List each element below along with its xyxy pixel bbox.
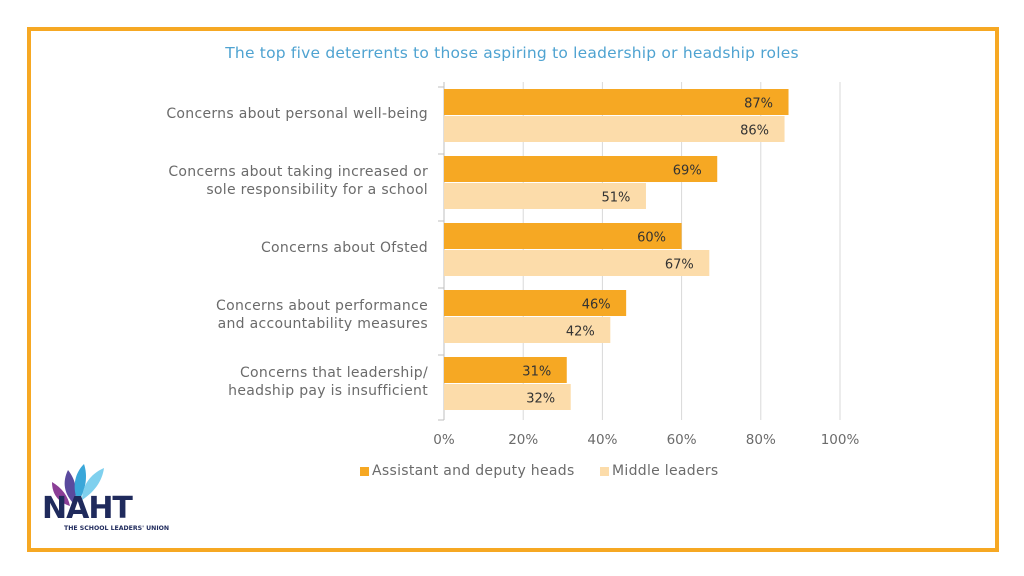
category-label-line: Concerns about taking increased or bbox=[168, 164, 428, 180]
x-tick-label-20: 20% bbox=[508, 432, 538, 448]
data-label-2-1: 51% bbox=[602, 191, 631, 206]
bar-1-0 bbox=[444, 89, 789, 115]
bar-2-0 bbox=[444, 116, 785, 142]
logo-petal-lightblue bbox=[82, 468, 104, 500]
legend-swatch-series-1 bbox=[360, 467, 369, 476]
logo-petal-magenta bbox=[52, 482, 70, 506]
data-label-1-1: 69% bbox=[673, 164, 702, 179]
x-tick-label-0: 0% bbox=[433, 432, 455, 448]
x-tick-label-100: 100% bbox=[821, 432, 860, 448]
x-tick-label-60: 60% bbox=[667, 432, 697, 448]
bar-2-3 bbox=[444, 317, 611, 343]
category-label-2: Concerns about Ofsted bbox=[261, 239, 428, 257]
legend-label-series-1: Assistant and deputy heads bbox=[372, 463, 575, 479]
naht-logo: NAHT THE SCHOOL LEADERS' UNION bbox=[38, 460, 198, 540]
x-tick-label-80: 80% bbox=[746, 432, 776, 448]
bar-1-1 bbox=[444, 156, 718, 182]
category-label-line: Concerns about Ofsted bbox=[260, 240, 428, 256]
chart-frame bbox=[27, 27, 999, 552]
legend-label-series-2: Middle leaders bbox=[612, 463, 719, 479]
category-label-4: Concerns that leadership/headship pay is… bbox=[228, 364, 428, 400]
category-label-1: Concerns about taking increased or sole r… bbox=[168, 163, 428, 199]
category-label-line: Concerns about personal well-being bbox=[166, 106, 428, 122]
bar-1-4 bbox=[444, 357, 567, 383]
data-label-2-3: 42% bbox=[566, 325, 595, 340]
x-tick-label-40: 40% bbox=[587, 432, 617, 448]
category-label-line: headship pay is insufficient bbox=[228, 383, 428, 399]
bar-2-1 bbox=[444, 183, 646, 209]
logo-wordmark: NAHT bbox=[42, 491, 133, 526]
category-label-line: Concerns about performance bbox=[216, 298, 428, 314]
bar-1-3 bbox=[444, 290, 627, 316]
bar-2-2 bbox=[444, 250, 710, 276]
category-label-line: and accountability measures bbox=[217, 316, 428, 332]
chart-title: The top five deterrents to those aspirin… bbox=[225, 44, 799, 62]
logo-petal-purple bbox=[64, 470, 76, 504]
data-label-2-4: 32% bbox=[526, 392, 555, 407]
category-label-0: Concerns about personal well-being bbox=[166, 105, 428, 123]
bar-1-2 bbox=[444, 223, 682, 249]
data-label-1-3: 46% bbox=[582, 298, 611, 313]
logo-petal-blue bbox=[74, 464, 86, 502]
category-label-3: Concerns about performance and accountabi… bbox=[216, 297, 428, 333]
data-label-1-0: 87% bbox=[744, 97, 773, 112]
bar-2-4 bbox=[444, 384, 571, 410]
data-label-1-4: 31% bbox=[522, 365, 551, 380]
category-label-line: Concerns that leadership/ bbox=[239, 365, 428, 381]
logo-tagline: THE SCHOOL LEADERS' UNION bbox=[64, 525, 169, 532]
data-label-2-2: 67% bbox=[665, 258, 694, 273]
data-label-2-0: 86% bbox=[740, 124, 769, 139]
category-label-line: sole responsibility for a school bbox=[206, 182, 428, 198]
naht-logo-mark: NAHT THE SCHOOL LEADERS' UNION bbox=[42, 464, 169, 532]
legend-swatch-series-2 bbox=[600, 467, 609, 476]
data-label-1-2: 60% bbox=[637, 231, 666, 246]
